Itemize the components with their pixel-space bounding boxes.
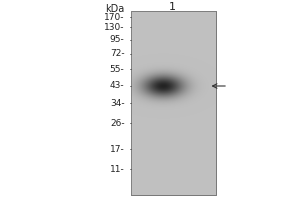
Text: 72-: 72- <box>110 49 124 58</box>
Text: 34-: 34- <box>110 98 124 108</box>
Text: 130-: 130- <box>104 22 124 31</box>
Text: 43-: 43- <box>110 82 124 90</box>
Text: 95-: 95- <box>110 36 124 45</box>
Text: 55-: 55- <box>110 64 124 73</box>
Text: 17-: 17- <box>110 144 124 154</box>
Text: kDa: kDa <box>105 4 124 14</box>
Text: 170-: 170- <box>104 12 124 21</box>
Text: 11-: 11- <box>110 164 124 173</box>
Bar <box>130 11 216 195</box>
Text: 1: 1 <box>169 2 176 12</box>
Bar <box>130 11 216 195</box>
Text: 26-: 26- <box>110 118 124 128</box>
